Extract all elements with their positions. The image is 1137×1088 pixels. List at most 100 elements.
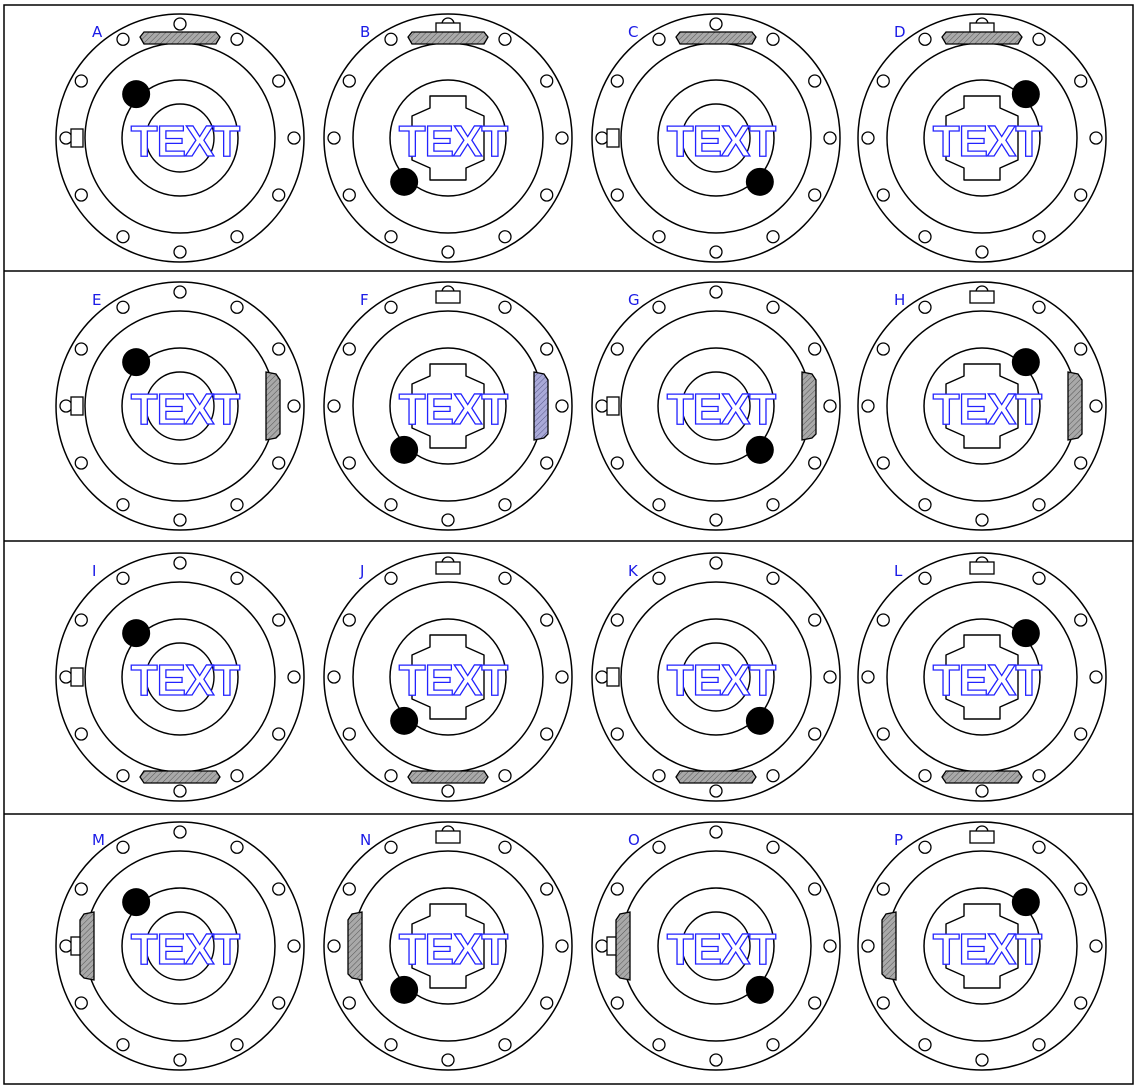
- flange-cell: M TEXT: [55, 821, 305, 1071]
- bolt-hole: [652, 840, 666, 854]
- bolt-hole: [272, 613, 286, 627]
- inner-circle: [145, 911, 215, 981]
- top-notch: [435, 561, 461, 575]
- lobe-marker: [745, 975, 774, 1004]
- bolt-hole: [1074, 188, 1088, 202]
- bolt-hole: [876, 456, 890, 470]
- bolt-hole: [918, 840, 932, 854]
- bolt-hole: [709, 825, 723, 839]
- bolt-hole: [540, 613, 554, 627]
- bolt-hole: [1089, 670, 1103, 684]
- lobe-marker: [122, 619, 151, 648]
- bolt-hole: [918, 769, 932, 783]
- cell-letter: I: [92, 562, 96, 580]
- hub-circle: [657, 887, 775, 1005]
- cell-letter: L: [894, 562, 903, 580]
- bolt-hole: [1074, 882, 1088, 896]
- bolt-hole: [1089, 131, 1103, 145]
- bolt-hole: [1074, 456, 1088, 470]
- bolt-hole: [384, 1038, 398, 1052]
- bolt-hole: [74, 188, 88, 202]
- overlay-text: TEXT: [399, 117, 509, 166]
- bolt-hole: [540, 882, 554, 896]
- bolt-hole: [1032, 300, 1046, 314]
- bolt-hole: [709, 784, 723, 798]
- bolt-hole: [384, 498, 398, 512]
- bolt-hole: [610, 342, 624, 356]
- cell-letter: G: [628, 291, 640, 309]
- flange-outer-circle: [323, 13, 573, 263]
- bolt-hole: [595, 131, 609, 145]
- bolt-hole: [74, 613, 88, 627]
- keyed-shaft: [945, 363, 1019, 449]
- bolt-hole: [272, 342, 286, 356]
- bolt-hole: [975, 245, 989, 259]
- flange-cell: D TEXT: [857, 13, 1107, 263]
- bolt-hole: [1032, 498, 1046, 512]
- cell-letter: K: [628, 562, 639, 580]
- overlay-text: TEXT: [399, 656, 509, 705]
- bolt-hole: [861, 670, 875, 684]
- top-notch: [969, 290, 995, 304]
- bolt-hole: [116, 1038, 130, 1052]
- bolt-hole: [709, 513, 723, 527]
- bolt-hole: [918, 300, 932, 314]
- top-notch: [435, 830, 461, 844]
- cam-clamp: [265, 371, 281, 441]
- cells-layer: A TEXT B TEXT C TEXT D TEXT E TEXT F TEXT G TEXT H TEXT…: [55, 13, 1107, 1071]
- bolt-hole: [652, 230, 666, 244]
- bolt-hole: [808, 188, 822, 202]
- flange-outer-circle: [55, 552, 305, 802]
- flange-outer-circle: [857, 281, 1107, 531]
- keyed-shaft: [411, 95, 485, 181]
- bolt-hole: [975, 1053, 989, 1067]
- bolt-hole: [116, 32, 130, 46]
- bolt-hole: [766, 300, 780, 314]
- bolt-hole: [918, 1038, 932, 1052]
- flange-outer-circle: [323, 552, 573, 802]
- flange-outer-circle: [591, 281, 841, 531]
- bolt-hole: [1032, 840, 1046, 854]
- lobe-marker: [390, 975, 419, 1004]
- hub-circle: [121, 347, 239, 465]
- bolt-hole: [1032, 769, 1046, 783]
- bolt-hole: [652, 498, 666, 512]
- bolt-hole: [808, 456, 822, 470]
- bolt-hole: [384, 571, 398, 585]
- bolt-hole: [173, 17, 187, 31]
- bolt-hole: [1032, 1038, 1046, 1052]
- lobe-marker: [1011, 348, 1040, 377]
- bolt-hole: [595, 670, 609, 684]
- lobe-marker: [390, 167, 419, 196]
- flange-cell: I TEXT: [55, 552, 305, 802]
- cell-letter: M: [92, 831, 105, 849]
- flange-cell: E TEXT: [55, 281, 305, 531]
- bolt-hole: [766, 32, 780, 46]
- hub-circle: [389, 618, 507, 736]
- bolt-hole: [918, 498, 932, 512]
- hub-circle: [923, 79, 1041, 197]
- flange-outer-circle: [323, 281, 573, 531]
- bolt-hole: [861, 131, 875, 145]
- flange-outer-circle: [55, 821, 305, 1071]
- bolt-hole: [876, 188, 890, 202]
- inner-circle: [145, 103, 215, 173]
- bolt-hole: [540, 456, 554, 470]
- bolt-hole: [173, 285, 187, 299]
- flange-outer-circle: [857, 13, 1107, 263]
- overlay-text: TEXT: [933, 656, 1043, 705]
- hub-circle: [657, 618, 775, 736]
- bolt-hole: [610, 882, 624, 896]
- lobe-marker: [1011, 888, 1040, 917]
- flange-outer-circle: [857, 552, 1107, 802]
- bolt-hole: [709, 17, 723, 31]
- bolt-hole: [1074, 74, 1088, 88]
- bolt-hole: [272, 74, 286, 88]
- bolt-hole: [230, 32, 244, 46]
- bolt-hole: [876, 613, 890, 627]
- cam-clamp: [941, 770, 1023, 784]
- flange-cell: P TEXT: [857, 821, 1107, 1071]
- bolt-hole: [342, 456, 356, 470]
- bolt-hole: [540, 727, 554, 741]
- bolt-hole: [766, 230, 780, 244]
